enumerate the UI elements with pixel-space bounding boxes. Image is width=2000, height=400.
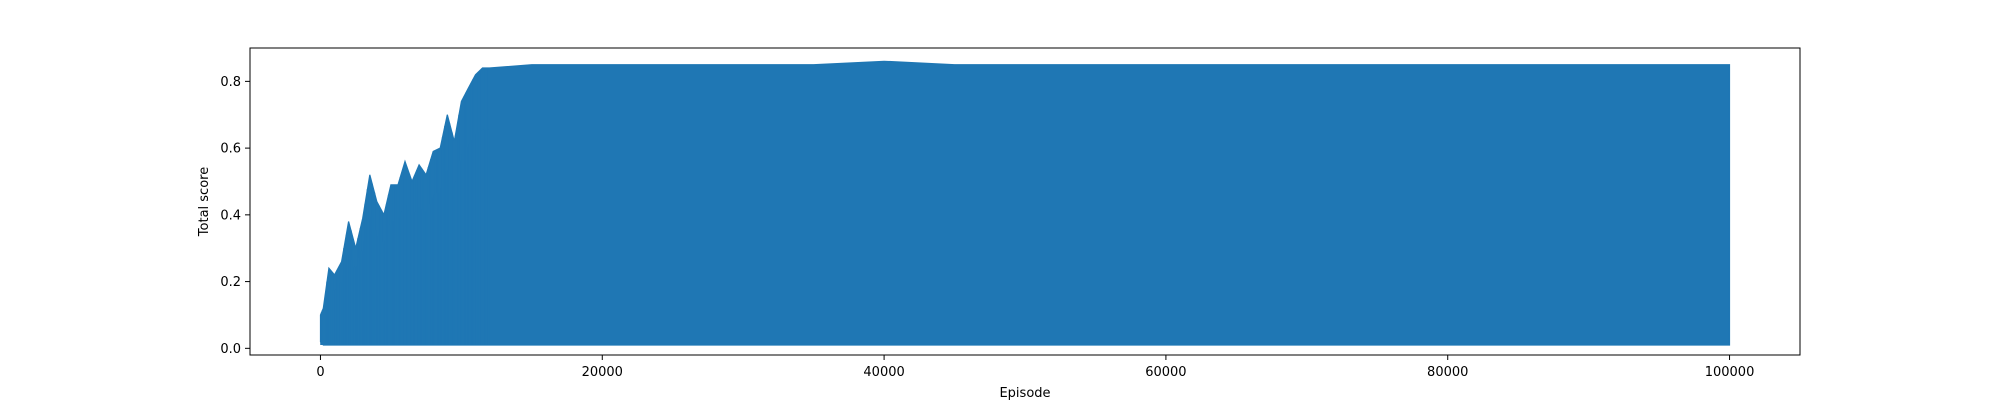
x-tick-label: 40000: [863, 365, 904, 380]
x-axis-label: Episode: [999, 386, 1050, 400]
x-tick-label: 60000: [1145, 365, 1186, 380]
series-layer: [319, 60, 1731, 346]
y-tick-label: 0.6: [220, 142, 241, 157]
plot-frame: [249, 47, 1801, 356]
y-tick-label: 0.2: [220, 275, 241, 290]
x-axis: 0 20000 40000 60000 80000 100000: [316, 355, 1754, 380]
y-tick-label: 0.4: [220, 208, 241, 223]
x-tick-label: 20000: [582, 365, 623, 380]
y-tick-label: 0.8: [220, 75, 241, 90]
y-axis: 0.0 0.2 0.4 0.6 0.8: [220, 75, 250, 357]
y-axis-label: Total score: [197, 167, 212, 237]
x-tick-label: 0: [316, 365, 324, 380]
series-band-0: [319, 60, 1731, 346]
y-tick-label: 0.0: [220, 342, 241, 357]
x-tick-label: 100000: [1705, 365, 1755, 380]
x-tick-label: 80000: [1427, 365, 1468, 380]
